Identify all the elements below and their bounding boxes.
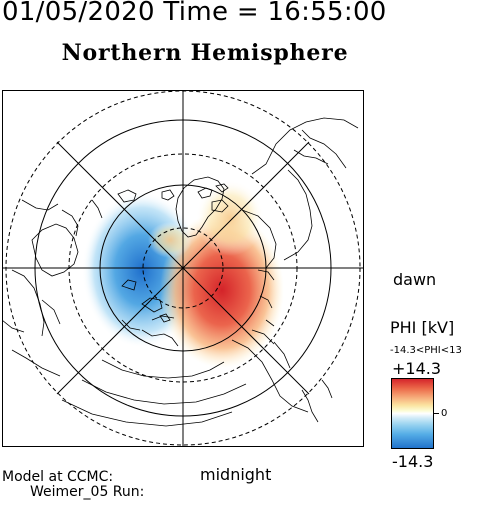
hemisphere-title: Northern Hemisphere	[61, 40, 349, 66]
colorbar-range: -14.3<PHI<13	[390, 346, 462, 356]
colorbar-zero-tick	[434, 413, 439, 414]
colorbar-title: PHI [kV]	[390, 318, 455, 337]
run-name-line: Weimer_05 Run:	[30, 484, 145, 500]
dawn-cell-positive	[160, 212, 284, 368]
meridian-lines	[2, 90, 364, 447]
colorbar-max-label: +14.3	[392, 359, 442, 378]
dawn-cell-upper-lobe	[196, 180, 264, 256]
polar-map	[2, 90, 364, 447]
colorbar-min-label: -14.3	[392, 452, 434, 471]
dawn-label: dawn	[393, 270, 437, 289]
colorbar	[391, 378, 434, 449]
model-credit-line: Model at CCMC:	[2, 469, 114, 485]
date-time-title: 01/05/2020 Time = 16:55:00	[2, 0, 387, 27]
midnight-label: midnight	[200, 465, 272, 484]
colorbar-zero-label: 0	[441, 408, 448, 419]
map-frame	[2, 90, 364, 447]
